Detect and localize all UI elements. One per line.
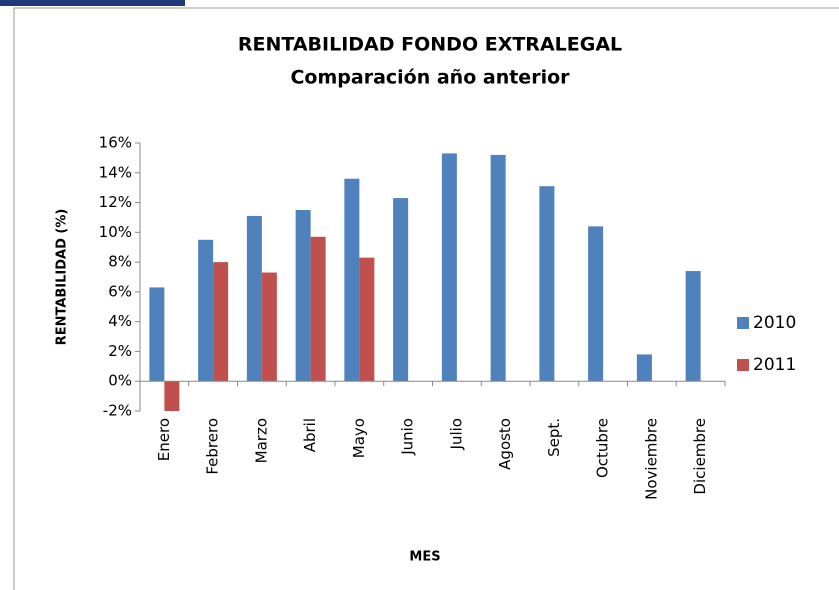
bar (393, 198, 409, 382)
chart-title: RENTABILIDAD FONDO EXTRALEGAL (238, 34, 622, 56)
bar (213, 262, 229, 382)
bar (198, 239, 214, 382)
bar (359, 257, 375, 382)
bar (588, 226, 604, 382)
y-tick-label: 16% (99, 134, 132, 152)
x-tick-label: Agosto (496, 418, 514, 470)
y-tick-label: -2% (103, 402, 132, 420)
x-tick-label: Diciembre (691, 418, 709, 495)
x-tick-label: Octubre (594, 418, 612, 478)
bar (441, 153, 457, 382)
bar (539, 186, 555, 382)
x-tick-label: Julio (447, 418, 465, 450)
bar (295, 210, 311, 382)
y-tick-label: 14% (99, 163, 132, 181)
y-tick-label: 6% (108, 282, 132, 300)
x-tick-label: Mayo (350, 418, 368, 458)
x-tick-label: Abril (301, 418, 319, 452)
x-tick-label: Febrero (204, 418, 222, 475)
x-tick-label: Enero (155, 418, 173, 461)
y-tick-label: 10% (99, 223, 132, 241)
bar (310, 236, 326, 382)
y-tick-label: 2% (108, 342, 132, 360)
x-tick-label: Junio (399, 418, 417, 456)
bar (164, 381, 180, 411)
x-tick-label: Marzo (252, 418, 270, 463)
bar (636, 354, 652, 382)
legend-label: 2010 (753, 313, 796, 333)
y-tick-label: 4% (108, 312, 132, 330)
bar (685, 271, 701, 382)
bar (246, 215, 262, 382)
y-tick-label: 12% (99, 193, 132, 211)
y-tick-label: 8% (108, 253, 132, 271)
x-tick-label: Noviembre (642, 418, 660, 500)
bar (490, 154, 506, 382)
legend-swatch (737, 359, 749, 371)
bar (261, 272, 277, 382)
header-fragment (0, 0, 185, 6)
bar (149, 287, 165, 382)
legend-label: 2011 (753, 355, 796, 375)
x-tick-label: Sept. (545, 418, 563, 457)
legend-swatch (737, 317, 749, 329)
y-tick-label: 0% (108, 372, 132, 390)
x-axis-title: MES (409, 550, 440, 565)
y-axis-title: RENTABILIDAD (%) (55, 209, 70, 346)
chart-subtitle: Comparación año anterior (290, 67, 570, 89)
bar (344, 178, 360, 382)
